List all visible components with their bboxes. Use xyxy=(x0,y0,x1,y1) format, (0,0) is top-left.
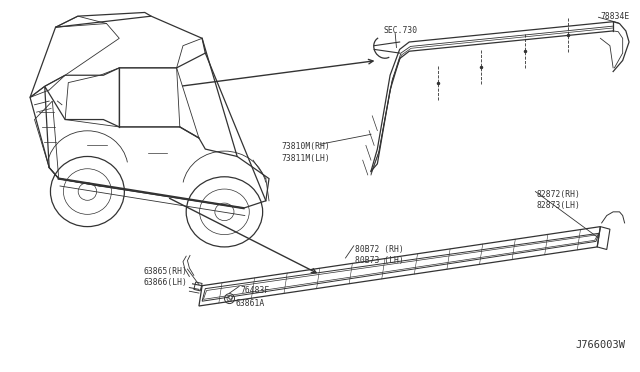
Text: 63865(RH)
63866(LH): 63865(RH) 63866(LH) xyxy=(143,267,188,287)
Text: 73810M(RH)
73811M(LH): 73810M(RH) 73811M(LH) xyxy=(282,142,330,163)
Text: 82872(RH)
82873(LH): 82872(RH) 82873(LH) xyxy=(537,190,580,210)
Text: 78834E: 78834E xyxy=(600,12,630,21)
Text: SEC.730: SEC.730 xyxy=(384,26,418,35)
Text: 80B72 (RH)
80B73 (LH): 80B72 (RH) 80B73 (LH) xyxy=(355,245,404,265)
Text: 63861A: 63861A xyxy=(236,299,265,308)
Text: J766003W: J766003W xyxy=(576,340,626,350)
Text: 76483F: 76483F xyxy=(241,286,269,295)
